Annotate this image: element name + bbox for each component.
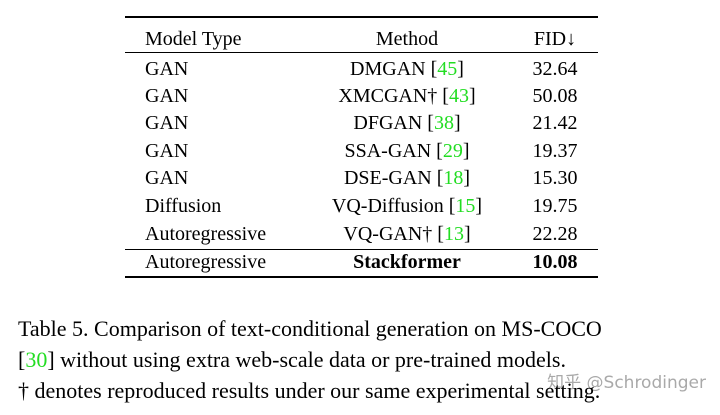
- method-text: ]: [462, 140, 470, 162]
- model-cell: Autoregressive: [145, 251, 267, 273]
- model-cell: GAN: [145, 167, 189, 189]
- citation: 13: [443, 223, 464, 245]
- fid-cell: 19.37: [532, 140, 578, 162]
- caption-line: Table 5. Comparison of text-conditional …: [18, 316, 602, 342]
- method-cell: DSE-GAN [18]: [344, 166, 470, 190]
- model-cell: Diffusion: [145, 195, 222, 217]
- header-cell: Model Type: [145, 28, 242, 50]
- method-text: Stackformer: [353, 251, 461, 273]
- citation: 45: [437, 58, 458, 80]
- caption-text: † denotes reproduced results under our s…: [18, 378, 601, 403]
- method-text: ]: [463, 167, 471, 189]
- caption-text: ] without using extra web-scale data or …: [47, 347, 566, 372]
- model-cell: GAN: [145, 140, 189, 162]
- method-text: DSE-GAN [: [343, 167, 444, 189]
- method-cell: SSA-GAN [29]: [344, 139, 469, 163]
- fid-cell: 19.75: [532, 195, 578, 217]
- top-rule: [125, 16, 598, 18]
- caption-line: † denotes reproduced results under our s…: [18, 378, 600, 404]
- fid-cell: 10.08: [532, 251, 578, 273]
- method-text: XMCGAN† [: [338, 85, 449, 107]
- method-text: ]: [457, 58, 464, 80]
- watermark: 知乎 @Schrodinger: [547, 373, 706, 393]
- citation: 38: [433, 112, 454, 134]
- fid-cell: 22.28: [532, 223, 578, 245]
- citation: 18: [443, 167, 464, 189]
- method-text: ]: [463, 223, 471, 245]
- method-text: VQ-Diffusion [: [331, 195, 456, 217]
- citation: 29: [442, 140, 463, 162]
- header-rule: [125, 52, 598, 53]
- caption-text: [: [18, 347, 26, 372]
- method-text: SSA-GAN [: [344, 140, 443, 162]
- method-text: ]: [468, 85, 476, 107]
- model-cell: GAN: [145, 112, 189, 134]
- caption-line: [30] without using extra web-scale data …: [18, 347, 566, 373]
- method-cell: VQ-Diffusion [15]: [332, 194, 482, 218]
- bottom-rule: [125, 276, 598, 278]
- citation: 43: [448, 85, 469, 107]
- caption-text: Table 5. Comparison of text-conditional …: [18, 316, 602, 341]
- method-cell: VQ-GAN† [13]: [343, 222, 470, 246]
- method-cell: XMCGAN† [43]: [338, 84, 475, 108]
- method-cell: DMGAN [45]: [350, 57, 464, 81]
- method-text: DMGAN [: [350, 58, 438, 80]
- fid-cell: 50.08: [532, 85, 578, 107]
- method-cell: Stackformer: [353, 250, 461, 274]
- method-text: VQ-GAN† [: [343, 223, 444, 245]
- method-text: ]: [475, 195, 483, 217]
- model-cell: Autoregressive: [145, 223, 267, 245]
- model-cell: GAN: [145, 58, 189, 80]
- header-cell: Method: [375, 28, 439, 50]
- method-text: DFGAN [: [353, 112, 434, 134]
- citation: 30: [25, 347, 48, 372]
- mid-rule: [125, 249, 598, 250]
- model-cell: GAN: [145, 85, 189, 107]
- method-text: ]: [453, 112, 461, 134]
- fid-cell: 32.64: [532, 58, 578, 80]
- header-cell: FID↓: [533, 28, 577, 50]
- method-cell: DFGAN [38]: [353, 111, 460, 135]
- fid-cell: 21.42: [532, 112, 578, 134]
- fid-cell: 15.30: [532, 167, 578, 189]
- citation: 15: [455, 195, 476, 217]
